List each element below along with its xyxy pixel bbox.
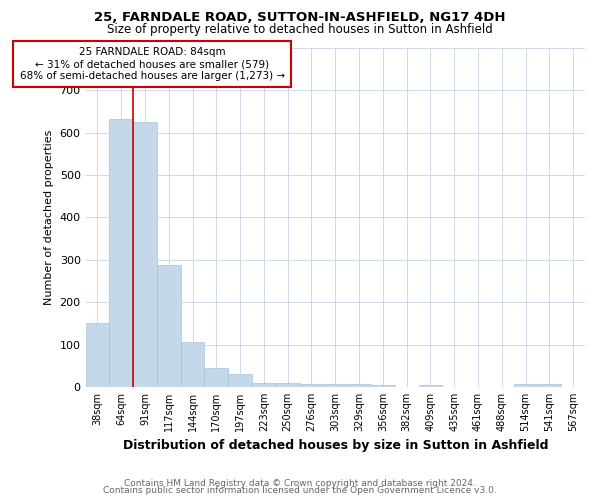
Bar <box>252 382 276 387</box>
Text: Contains HM Land Registry data © Crown copyright and database right 2024.: Contains HM Land Registry data © Crown c… <box>124 478 476 488</box>
Text: Contains public sector information licensed under the Open Government Licence v3: Contains public sector information licen… <box>103 486 497 495</box>
Bar <box>347 384 371 387</box>
Bar <box>86 324 109 387</box>
Bar <box>419 385 442 387</box>
Bar <box>276 382 299 387</box>
Bar <box>181 342 205 387</box>
Bar <box>299 384 323 387</box>
Bar <box>133 122 157 387</box>
Bar <box>538 384 561 387</box>
Bar <box>228 374 252 387</box>
Bar <box>323 384 347 387</box>
Bar <box>514 384 538 387</box>
Y-axis label: Number of detached properties: Number of detached properties <box>44 130 54 305</box>
Text: 25, FARNDALE ROAD, SUTTON-IN-ASHFIELD, NG17 4DH: 25, FARNDALE ROAD, SUTTON-IN-ASHFIELD, N… <box>94 11 506 24</box>
Bar <box>109 119 133 387</box>
Text: 25 FARNDALE ROAD: 84sqm
← 31% of detached houses are smaller (579)
68% of semi-d: 25 FARNDALE ROAD: 84sqm ← 31% of detache… <box>20 48 285 80</box>
X-axis label: Distribution of detached houses by size in Sutton in Ashfield: Distribution of detached houses by size … <box>122 440 548 452</box>
Bar <box>205 368 228 387</box>
Text: Size of property relative to detached houses in Sutton in Ashfield: Size of property relative to detached ho… <box>107 22 493 36</box>
Bar <box>157 265 181 387</box>
Bar <box>371 385 395 387</box>
